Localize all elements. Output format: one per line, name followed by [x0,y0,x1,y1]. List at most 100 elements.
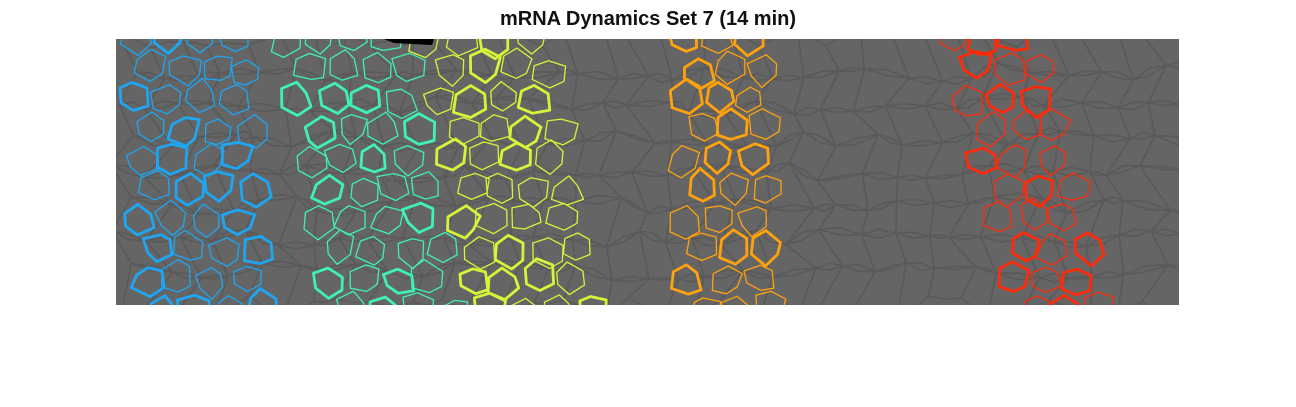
background-cell [570,101,618,142]
cell-outline [1019,85,1053,119]
cell-outline [556,261,586,296]
background-cell [1104,131,1157,177]
cell-outline [152,39,183,55]
cell-outline [737,206,767,238]
cell-outline [545,202,579,231]
background-cell [800,262,844,305]
cell-outline [746,54,778,89]
background-cell [824,39,866,73]
cell-outline [703,140,732,175]
background-cell [928,199,970,239]
cell-outline [749,229,782,268]
background-cell [281,39,327,82]
cell-outline [995,39,1030,52]
background-cell [493,70,562,101]
cell-outline [1073,231,1106,268]
cell-outline [474,202,508,235]
cell-outline [203,55,233,81]
cell-outline [562,232,591,261]
background-cell [762,267,817,305]
cell-outline [1040,108,1072,141]
cell-outline [685,232,718,262]
cell-outline [479,114,511,142]
background-cell [667,273,706,305]
cell-outline [340,113,369,146]
cell-outline [957,49,994,80]
cell-outline [323,143,357,174]
cell-outline [303,115,337,150]
background-cell [1089,270,1125,305]
cell-outline [1034,232,1068,266]
cell-outline [123,202,156,237]
cell-outline [410,171,439,200]
cell-outline [994,52,1026,86]
background-cell [980,92,1040,146]
background-cell [122,262,174,305]
cell-outline [243,234,274,265]
background-cell [987,163,1043,202]
background-cell [494,95,549,150]
cell-outline [938,39,968,52]
cell-outline [472,291,508,305]
cell-outline [204,118,232,146]
cell-outline [755,290,787,305]
background-cell [765,130,805,173]
stripe-5-cells [938,39,1115,305]
cell-outline [220,208,256,237]
cell-outline [403,112,437,146]
cell-outline [1038,145,1067,177]
cell-outline [669,39,698,53]
cell-outline [964,146,999,175]
cell-outline [136,111,165,142]
cell-outline [296,145,328,179]
background-cell [1140,264,1179,305]
cell-outline [493,234,525,271]
cell-outline [402,292,435,305]
cell-outline [219,39,249,53]
cell-outline [202,170,235,203]
cell-outline [401,201,435,234]
cell-outline [705,80,736,115]
background-cell [758,39,805,82]
cell-outline [422,87,455,116]
background-cell [1105,164,1172,212]
cell-outline [517,39,545,55]
cell-outline [335,290,365,305]
cell-outline [1083,291,1115,305]
cell-outline [668,77,704,115]
cell-outline [156,142,189,176]
background-cell [574,130,618,179]
cell-outline [445,39,479,57]
cell-outline [966,39,997,57]
stripe-3-cells [408,39,608,305]
cell-outline [270,39,302,59]
cell-outline [700,39,734,54]
cell-outline [310,174,345,206]
background-cell [440,260,494,305]
background-cell [855,262,908,305]
cell-outline [688,112,720,142]
cell-outline [469,47,502,84]
cell-outline [133,48,167,83]
background-cell [561,264,614,305]
cell-outline [333,205,366,236]
background-cell [960,265,998,305]
cell-outline [984,82,1015,114]
background-cell [1138,134,1179,171]
background-cell [988,272,1041,305]
cell-outline [410,259,444,294]
microscopy-image [116,39,1179,305]
cell-outline [693,297,722,305]
background-cell [703,39,745,79]
stripe-4-cells [667,39,787,305]
cell-outline [338,39,368,52]
cell-outline [125,145,158,178]
cell-outline [997,260,1031,293]
cell-outline [748,108,781,141]
cell-outline [166,116,201,148]
cell-outline [318,81,351,115]
cell-outline [485,172,514,204]
cell-outline [500,47,533,79]
cell-outline [1048,293,1080,305]
cell-outline [1023,174,1055,208]
